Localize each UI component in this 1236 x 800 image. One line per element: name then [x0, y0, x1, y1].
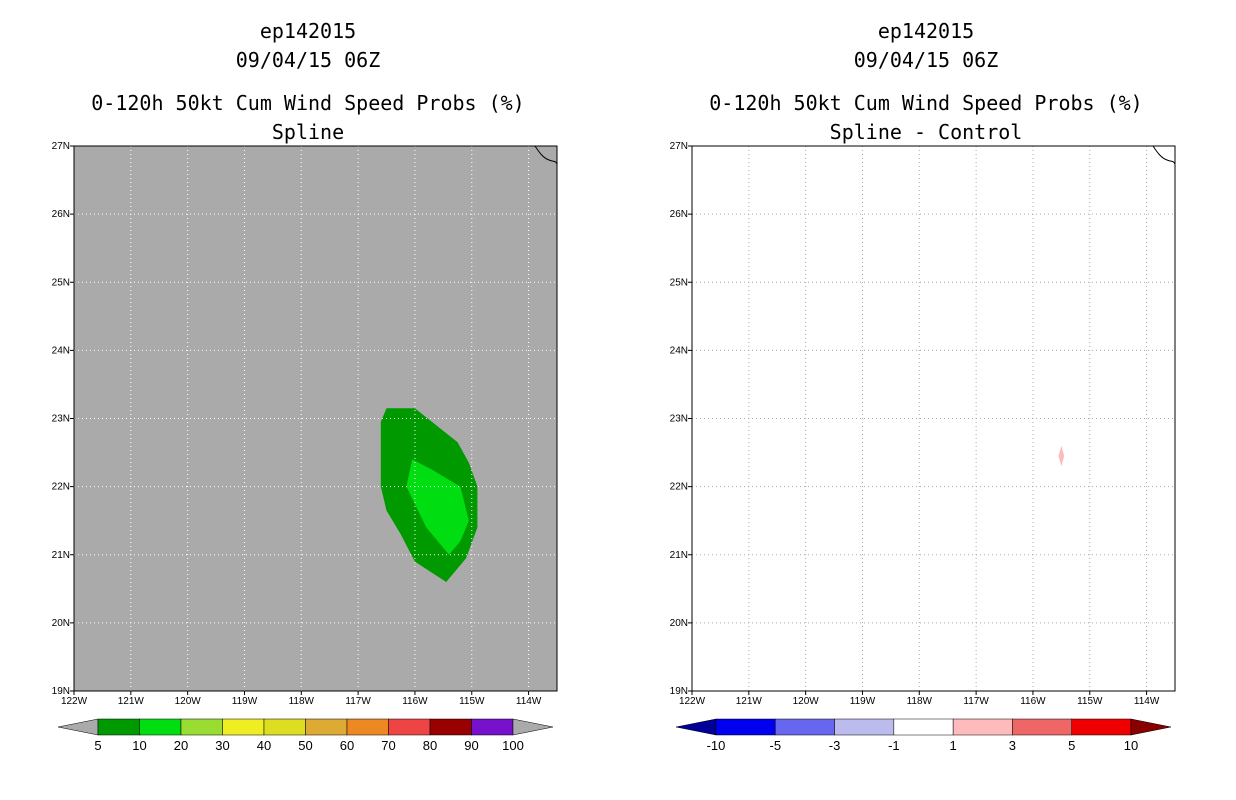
colorbar-label: 1 — [950, 738, 957, 753]
x-tick-label: 116W — [1020, 696, 1046, 707]
colorbar-segment — [139, 718, 182, 736]
y-tick-label: 22N — [670, 482, 688, 493]
x-tick-label: 120W — [175, 696, 202, 707]
x-tick-label: 118W — [289, 696, 315, 707]
coastline — [534, 145, 558, 165]
colorbar-under-triangle — [57, 718, 99, 736]
y-tick-label: 26N — [52, 209, 70, 220]
x-tick-label: 114W — [1134, 696, 1160, 707]
x-tick-label: 117W — [345, 696, 371, 707]
y-tick-label: 20N — [670, 618, 688, 629]
x-tick-label: 119W — [232, 696, 258, 707]
x-tick-label: 122W — [61, 696, 88, 707]
colorbar-segment — [429, 718, 472, 736]
chart-title: 0-120h 50kt Cum Wind Speed Probs (%) — [709, 91, 1142, 115]
colorbar-segment — [263, 718, 306, 736]
y-tick-label: 22N — [52, 482, 70, 493]
x-tick-label: 115W — [1077, 696, 1103, 707]
y-tick-label: 19N — [670, 686, 688, 697]
map-plot: 122W 121W 120W 119W 118W 117W 116W 115W 114W 19N 2… — [52, 141, 558, 707]
chart-subtitle: Spline — [272, 120, 344, 144]
colorbar-label: 80 — [423, 738, 437, 753]
colorbar-label: -3 — [829, 738, 841, 753]
colorbar-label: 100 — [502, 738, 524, 753]
y-tick-label: 25N — [52, 277, 70, 288]
storm-id-label: ep142015 — [260, 19, 356, 43]
colorbar-segment — [893, 718, 954, 736]
colorbar-label: 20 — [174, 738, 188, 753]
datetime-label: 09/04/15 06Z — [236, 48, 381, 72]
y-tick-label: 27N — [52, 141, 70, 152]
map-plot: 122W 121W 120W 119W 118W 117W 116W 115W 114W 19N 2… — [670, 141, 1176, 707]
y-tick-label: 25N — [670, 277, 688, 288]
colorbar-segment — [97, 718, 140, 736]
colorbar-segment — [346, 718, 389, 736]
y-tick-label: 24N — [52, 345, 70, 356]
colorbar-label: 40 — [257, 738, 271, 753]
chart-title: 0-120h 50kt Cum Wind Speed Probs (%) — [91, 91, 524, 115]
panel-spline-minus-control: ep142015 09/04/15 06Z 0-120h 50kt Cum Wi… — [670, 19, 1176, 753]
chart-subtitle: Spline - Control — [830, 120, 1023, 144]
storm-id-label: ep142015 — [878, 19, 974, 43]
colorbar-label: 10 — [1124, 738, 1138, 753]
x-tick-label: 119W — [850, 696, 876, 707]
colorbar-segment — [305, 718, 348, 736]
x-tick-label: 114W — [516, 696, 542, 707]
y-tick-label: 21N — [670, 550, 688, 561]
colorbar-label: 3 — [1009, 738, 1016, 753]
contour-10-20 — [406, 459, 469, 555]
y-tick-label: 23N — [52, 414, 70, 425]
colorbar-segment — [952, 718, 1013, 736]
colorbar-label: 5 — [1068, 738, 1075, 753]
colorbar-segment — [471, 718, 514, 736]
colorbar-label: 60 — [340, 738, 354, 753]
colorbar-over-triangle — [1130, 718, 1172, 736]
x-tick-label: 116W — [402, 696, 428, 707]
y-tick-label: 23N — [670, 414, 688, 425]
x-tick-label: 117W — [963, 696, 989, 707]
colorbar-segment — [715, 718, 776, 736]
x-tick-label: 118W — [907, 696, 933, 707]
colorbar-segment — [388, 718, 431, 736]
y-tick-label: 20N — [52, 618, 70, 629]
x-tick-label: 115W — [459, 696, 485, 707]
colorbar-segment — [222, 718, 265, 736]
panel-spline: ep142015 09/04/15 06Z 0-120h 50kt Cum Wi… — [52, 19, 558, 753]
x-tick-label: 121W — [736, 696, 763, 707]
colorbar: -10 -5 -3 -1 1 3 5 10 — [675, 718, 1172, 753]
colorbar-label: 50 — [298, 738, 312, 753]
x-tick-label: 120W — [793, 696, 820, 707]
x-tick-label: 122W — [679, 696, 706, 707]
colorbar-segment — [1071, 718, 1132, 736]
y-tick-label: 27N — [670, 141, 688, 152]
y-tick-label: 19N — [52, 686, 70, 697]
colorbar-segment — [775, 718, 835, 736]
colorbar-label: -10 — [707, 738, 726, 753]
x-tick-label: 121W — [118, 696, 145, 707]
colorbar-label: 10 — [132, 738, 146, 753]
colorbar-segment — [834, 718, 895, 736]
colorbar-under-triangle — [675, 718, 717, 736]
colorbar: 5 10 20 30 40 50 60 70 80 90 100 — [57, 718, 554, 753]
colorbar-label: 30 — [215, 738, 229, 753]
colorbar-label: -5 — [770, 738, 782, 753]
y-tick-label: 24N — [670, 345, 688, 356]
coastline — [1152, 145, 1176, 165]
colorbar-over-triangle — [512, 718, 554, 736]
colorbar-segment — [1012, 718, 1072, 736]
colorbar-label: -1 — [888, 738, 900, 753]
colorbar-segment — [180, 718, 223, 736]
colorbar-label: 90 — [464, 738, 478, 753]
datetime-label: 09/04/15 06Z — [854, 48, 999, 72]
colorbar-label: 70 — [381, 738, 395, 753]
y-tick-label: 26N — [670, 209, 688, 220]
colorbar-label: 5 — [94, 738, 101, 753]
contour-1-3 — [1058, 445, 1065, 467]
y-tick-label: 21N — [52, 550, 70, 561]
